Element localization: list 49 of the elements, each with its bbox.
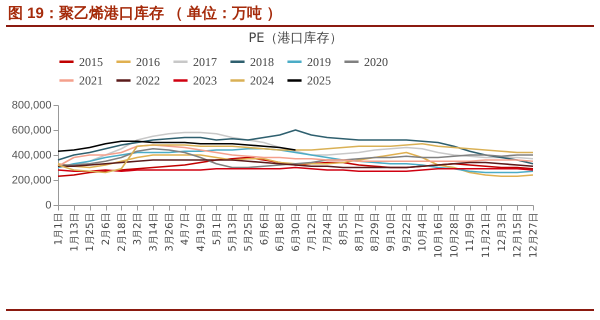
x-tick-label: 9月22日 bbox=[402, 212, 413, 252]
x-tick-label: 5月1日 bbox=[212, 212, 223, 246]
x-tick-label: 8月29日 bbox=[370, 212, 382, 252]
x-tick-label: 11月9日 bbox=[465, 212, 476, 252]
x-tick-label: 10月4日 bbox=[418, 212, 429, 252]
x-tick-label: 9月10日 bbox=[386, 212, 397, 252]
x-tick-label: 1月13日 bbox=[69, 212, 80, 252]
legend-label: 2015 bbox=[79, 54, 103, 69]
chart-subtitle: PE（港口库存） bbox=[248, 31, 343, 46]
x-tick-label: 8月17日 bbox=[354, 212, 366, 252]
x-tick-label: 4月7日 bbox=[180, 212, 192, 246]
x-tick-label: 12月27日 bbox=[528, 212, 540, 258]
x-tick-label: 5月25日 bbox=[244, 212, 254, 252]
x-tick-label: 5月13日 bbox=[228, 212, 239, 252]
legend-label: 2023 bbox=[193, 74, 217, 88]
x-tick-label: 6月6日 bbox=[259, 212, 270, 246]
x-tick-label: 2月6日 bbox=[101, 212, 112, 246]
x-tick-label: 3月2日 bbox=[132, 212, 144, 246]
x-tick-label: 2月18日 bbox=[116, 212, 128, 252]
x-tick-label: 1月1日 bbox=[54, 212, 64, 246]
legend-label: 2022 bbox=[136, 74, 160, 88]
legend-label: 2017 bbox=[193, 54, 217, 69]
y-tick-label: 400,000 bbox=[12, 150, 52, 162]
x-tick-label: 12月15日 bbox=[512, 212, 524, 258]
x-tick-label: 8月5日 bbox=[338, 212, 350, 246]
y-tick-label: 0 bbox=[45, 200, 52, 212]
y-tick-label: 600,000 bbox=[12, 124, 52, 136]
x-tick-label: 3月14日 bbox=[148, 212, 160, 252]
x-tick-label: 6月18日 bbox=[275, 212, 286, 252]
legend-label: 2019 bbox=[307, 54, 331, 69]
legend-label: 2025 bbox=[307, 74, 331, 88]
legend-label: 2021 bbox=[79, 74, 103, 88]
legend-label: 2020 bbox=[364, 54, 388, 69]
x-tick-label: 11月21日 bbox=[481, 212, 492, 258]
x-tick-label: 3月26日 bbox=[164, 212, 176, 252]
x-tick-label: 10月16日 bbox=[434, 212, 444, 258]
x-tick-label: 12月3日 bbox=[496, 212, 508, 252]
chart-title: 图 19：聚乙烯港口库存 （ 单位：万吨 ） bbox=[7, 4, 282, 24]
x-tick-label: 6月30日 bbox=[291, 212, 302, 252]
legend-label: 2024 bbox=[250, 74, 274, 88]
x-tick-label: 7月12日 bbox=[306, 212, 318, 252]
y-tick-label: 200,000 bbox=[12, 174, 52, 186]
y-tick-label: 800,000 bbox=[12, 100, 52, 112]
legend-label: 2018 bbox=[250, 54, 274, 69]
x-tick-label: 4月19日 bbox=[196, 212, 207, 252]
x-tick-label: 1月25日 bbox=[85, 212, 96, 252]
legend-label: 2016 bbox=[136, 54, 160, 69]
x-tick-label: 7月24日 bbox=[322, 212, 334, 252]
x-tick-label: 10月28日 bbox=[449, 212, 460, 258]
